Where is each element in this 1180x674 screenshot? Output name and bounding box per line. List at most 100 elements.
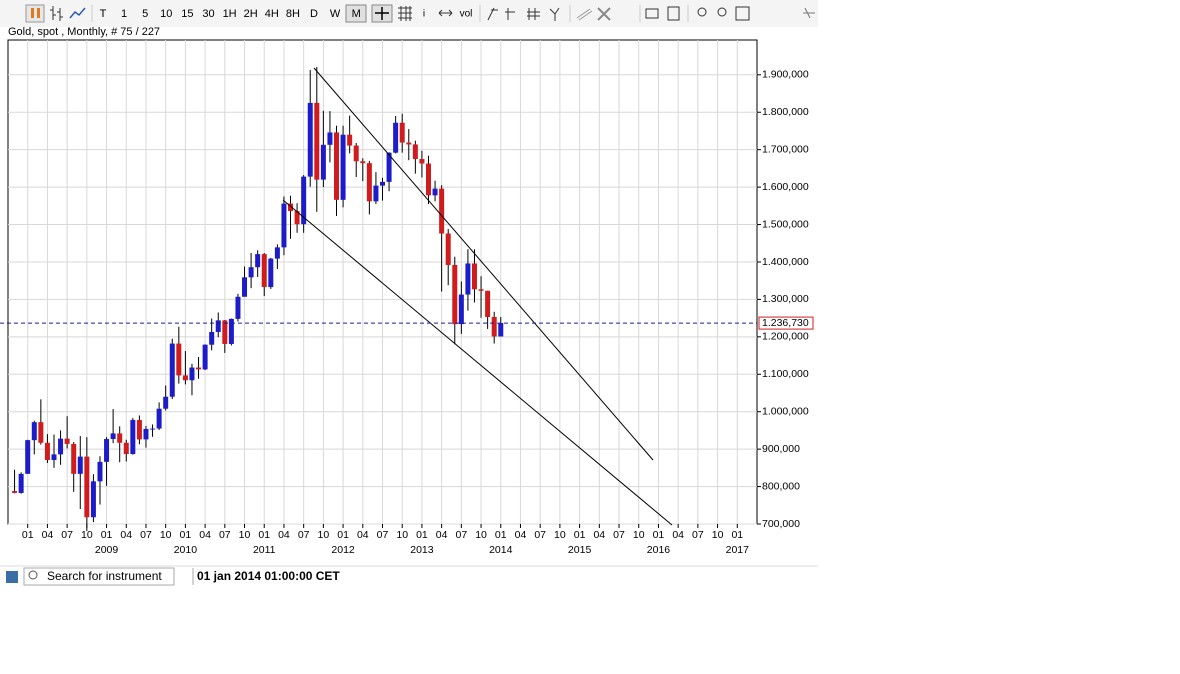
timeframe-button[interactable]: 15 (181, 8, 193, 20)
candle-body (31, 422, 37, 441)
timeframe-button[interactable]: 30 (202, 8, 214, 20)
candle-body (268, 258, 274, 288)
tool-label[interactable]: i (423, 9, 425, 20)
y-tick-label: 1.800,000 (762, 106, 809, 118)
x-tick-label: 10 (396, 529, 408, 541)
candle-body (84, 456, 90, 518)
x-tick-label: 10 (633, 529, 645, 541)
print-button[interactable] (645, 8, 659, 19)
y-tick-label: 1.200,000 (762, 331, 809, 343)
candle-body (491, 316, 497, 337)
candle-body (386, 152, 392, 182)
candle-body (104, 439, 110, 462)
candle-body (150, 428, 156, 430)
y-tick-label: 800,000 (762, 480, 800, 492)
year-label: 2013 (410, 544, 434, 556)
line-mode-button[interactable] (69, 7, 86, 19)
timeframe-button[interactable]: 1H (223, 8, 237, 20)
year-label: 2012 (331, 544, 355, 556)
x-tick-label: 07 (61, 529, 73, 541)
candle-body (64, 438, 70, 444)
y-tick-label: 1.500,000 (762, 218, 809, 230)
toolbar (0, 0, 818, 27)
x-tick-label: 07 (613, 529, 625, 541)
tool-label[interactable]: vol (460, 9, 473, 20)
candle-body (347, 134, 353, 146)
candle-body (77, 456, 83, 474)
candle-body (143, 428, 149, 440)
current-price-label: 1.236,730 (762, 317, 809, 329)
delete-button[interactable] (597, 7, 611, 21)
x-tick-label: 07 (692, 529, 704, 541)
candle-body (18, 473, 24, 493)
candle-body (90, 481, 96, 518)
zoom-in-button[interactable] (697, 7, 707, 17)
x-tick-label: 10 (160, 529, 172, 541)
timeframe-button[interactable]: 2H (244, 8, 258, 20)
y-tick-label: 1.400,000 (762, 256, 809, 268)
year-label: 2016 (647, 544, 671, 556)
candle-body (478, 289, 484, 291)
candle-body (196, 367, 202, 370)
timeframe-button[interactable]: D (310, 8, 318, 20)
candle-body (235, 296, 241, 319)
x-tick-label: 01 (101, 529, 113, 541)
x-tick-label: 04 (593, 529, 605, 541)
candle-body (169, 343, 175, 397)
candle-body (380, 181, 385, 186)
x-tick-label: 07 (219, 529, 231, 541)
zoom-fit-button[interactable] (735, 6, 750, 21)
grid-button[interactable] (398, 6, 412, 21)
candle-body (360, 161, 366, 164)
candle-body (439, 188, 445, 234)
candle-body (222, 320, 228, 344)
preview-button[interactable] (667, 6, 680, 21)
search-box[interactable] (23, 567, 175, 586)
candle-body (452, 264, 458, 325)
candle-body (261, 254, 267, 288)
year-label: 2017 (726, 544, 750, 556)
x-tick-label: 04 (120, 529, 132, 541)
candle-body (97, 461, 103, 482)
candle-body (485, 290, 491, 317)
timeframe-button[interactable]: 10 (160, 8, 172, 20)
current-price-box (758, 316, 814, 330)
candle-body (340, 134, 346, 200)
clear-lines-button[interactable] (576, 8, 593, 21)
chart-title: Gold, spot , Monthly, # 75 / 227 (8, 26, 160, 38)
x-tick-label: 04 (672, 529, 684, 541)
timeframe-button[interactable]: 8H (286, 8, 300, 20)
trend-line-upper[interactable] (313, 67, 654, 461)
x-tick-label: 10 (554, 529, 566, 541)
year-label: 2010 (174, 544, 198, 556)
timeframe-button[interactable]: M (352, 8, 361, 20)
timeframe-button[interactable]: 1 (121, 8, 127, 20)
icon (375, 7, 389, 20)
status-bar: Search for instrument 01 jan 2014 01:00:… (0, 565, 818, 586)
trend-line-lower[interactable] (282, 199, 673, 526)
bar-mode-button[interactable] (50, 6, 63, 21)
timeframe-button[interactable]: W (330, 8, 341, 20)
candle-mode-button[interactable] (25, 4, 45, 23)
plot (8, 40, 757, 532)
candle-body (58, 438, 64, 455)
pan-button[interactable] (438, 9, 453, 17)
x-tick-label: 07 (534, 529, 546, 541)
zoom-out-button[interactable] (717, 7, 727, 17)
x-tick-label: 01 (337, 529, 349, 541)
timeframe-button[interactable]: 4H (265, 8, 279, 20)
x-tick-label: 01 (574, 529, 586, 541)
candle-body (136, 419, 142, 440)
timeframe-button[interactable]: T (100, 8, 107, 20)
timeframe-button[interactable]: 5 (142, 8, 148, 20)
search-placeholder[interactable]: Search for instrument (47, 569, 162, 583)
x-tick-label: 10 (475, 529, 487, 541)
drawing-tools[interactable] (487, 7, 560, 21)
candle-body (12, 491, 18, 493)
pin-button[interactable] (803, 7, 815, 19)
x-tick-label: 10 (239, 529, 251, 541)
candle-body (307, 102, 313, 177)
x-tick-label: 01 (731, 529, 743, 541)
year-label: 2011 (253, 544, 276, 556)
